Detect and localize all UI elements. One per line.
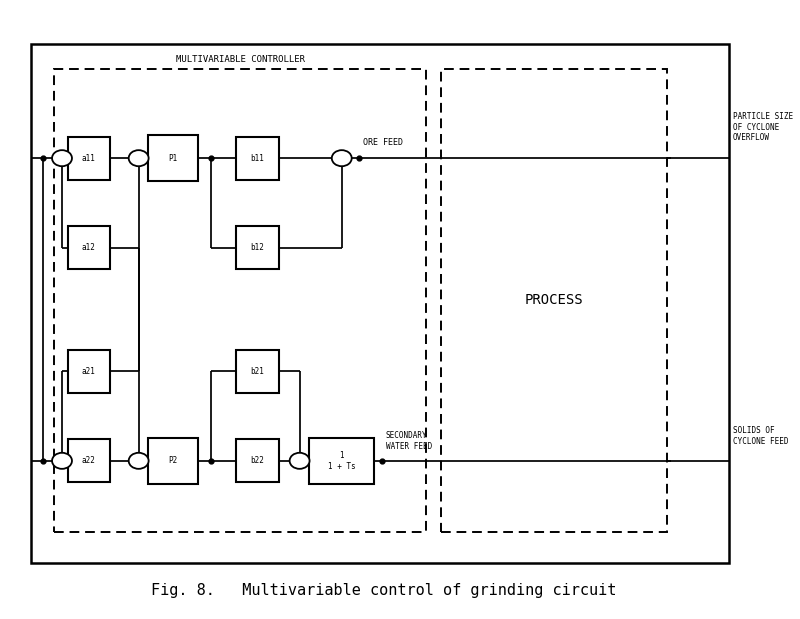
- Text: PARTICLE SIZE
OF CYCLONE
OVERFLOW: PARTICLE SIZE OF CYCLONE OVERFLOW: [733, 113, 793, 142]
- Text: P1: P1: [169, 154, 178, 163]
- Text: PROCESS: PROCESS: [525, 293, 584, 307]
- FancyBboxPatch shape: [68, 226, 110, 269]
- FancyBboxPatch shape: [148, 438, 198, 484]
- Text: SECONDARY
WATER FEED: SECONDARY WATER FEED: [386, 431, 432, 451]
- FancyBboxPatch shape: [309, 438, 374, 484]
- Text: b22: b22: [250, 456, 264, 465]
- Circle shape: [129, 150, 149, 167]
- FancyBboxPatch shape: [236, 439, 278, 482]
- FancyBboxPatch shape: [68, 350, 110, 393]
- Text: a11: a11: [82, 154, 96, 163]
- Text: a22: a22: [82, 456, 96, 465]
- FancyBboxPatch shape: [236, 350, 278, 393]
- Text: P2: P2: [169, 456, 178, 465]
- Circle shape: [52, 150, 72, 167]
- Text: Fig. 8.   Multivariable control of grinding circuit: Fig. 8. Multivariable control of grindin…: [151, 583, 617, 598]
- FancyBboxPatch shape: [68, 439, 110, 482]
- Circle shape: [52, 452, 72, 469]
- Text: a21: a21: [82, 367, 96, 376]
- FancyBboxPatch shape: [236, 137, 278, 180]
- Text: 1
1 + Ts: 1 1 + Ts: [328, 451, 356, 470]
- Text: a12: a12: [82, 243, 96, 252]
- Text: ORE FEED: ORE FEED: [363, 138, 403, 147]
- FancyBboxPatch shape: [236, 226, 278, 269]
- Circle shape: [290, 452, 310, 469]
- Text: b21: b21: [250, 367, 264, 376]
- Text: b12: b12: [250, 243, 264, 252]
- Text: MULTIVARIABLE CONTROLLER: MULTIVARIABLE CONTROLLER: [176, 55, 305, 64]
- FancyBboxPatch shape: [148, 135, 198, 181]
- Text: SOLIDS OF
CYCLONE FEED: SOLIDS OF CYCLONE FEED: [733, 426, 788, 446]
- FancyBboxPatch shape: [68, 137, 110, 180]
- FancyBboxPatch shape: [31, 44, 729, 563]
- Circle shape: [129, 452, 149, 469]
- Circle shape: [332, 150, 352, 167]
- Text: b11: b11: [250, 154, 264, 163]
